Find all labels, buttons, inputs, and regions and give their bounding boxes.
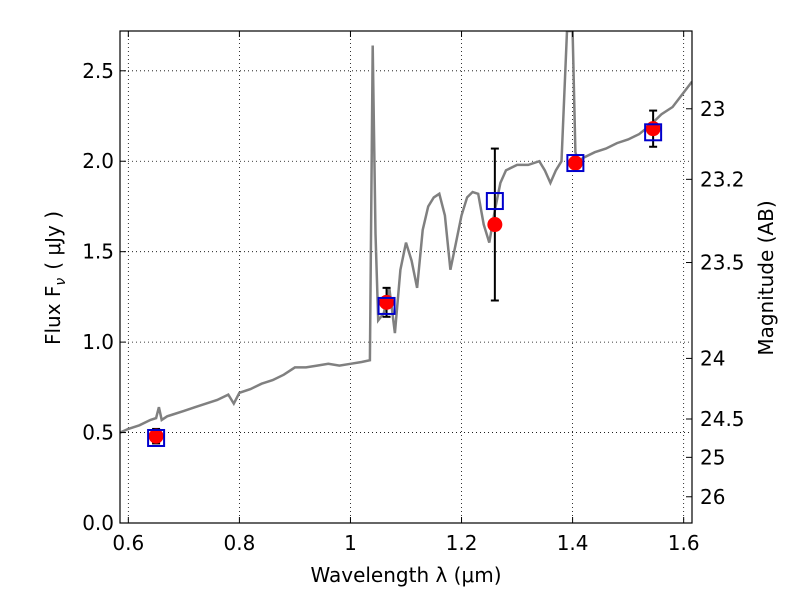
- x-tick-label: 1: [344, 531, 357, 555]
- y2-tick-label: 23.2: [700, 167, 745, 191]
- plot-frame: [119, 30, 693, 524]
- y-axis-label-sub: ν: [53, 278, 69, 286]
- y-tick-label: 0.0: [82, 511, 114, 535]
- x-tick-label: 1.2: [446, 531, 478, 555]
- y2-tick-label: 24.5: [700, 407, 745, 431]
- y2-tick-label: 23.5: [700, 251, 745, 275]
- y-axis-label-units: ( μJy ): [41, 211, 65, 270]
- observed-point: [567, 155, 583, 171]
- model-photometry-point: [644, 123, 663, 142]
- model-photometry-point: [377, 296, 396, 315]
- y-axis-label-main: Flux F: [41, 286, 65, 345]
- y-tick-label: 2.5: [82, 59, 114, 83]
- y-tick-label: 0.5: [82, 421, 114, 445]
- x-tick-label: 0.8: [223, 531, 255, 555]
- x-tick-label: 0.6: [112, 531, 144, 555]
- y-tick-label: 1.5: [82, 240, 114, 264]
- y2-tick-label: 24: [700, 346, 725, 370]
- observed-point: [148, 428, 164, 444]
- y-tick-label: 2.0: [82, 149, 114, 173]
- tick-layer: 0.6 0.8 1 1.2 1.4 1.6 0.0 0.5 1.0 1.5 2.0 2.5 23 23.2…: [82, 31, 745, 555]
- grid: [120, 31, 692, 524]
- y2-axis-label: Magnitude (AB): [754, 200, 778, 355]
- x-tick-label: 1.6: [668, 531, 700, 555]
- y-tick-label: 1.0: [82, 330, 114, 354]
- model-photometry-point: [485, 192, 504, 211]
- x-tick-label: 1.4: [557, 531, 589, 555]
- model-photometry-point: [147, 428, 166, 447]
- y2-tick-label: 23: [700, 97, 725, 121]
- observed-point: [487, 217, 503, 233]
- marker-layer: [147, 121, 663, 447]
- x-axis-label: Wavelength λ (μm): [310, 563, 501, 587]
- y2-tick-label: 25: [700, 445, 725, 469]
- spectrum-line: [120, 31, 692, 434]
- y-axis-label: Flux Fν ( μJy ): [41, 211, 69, 345]
- model-photometry-point: [566, 154, 585, 173]
- spectrum-layer: [120, 31, 692, 434]
- y2-tick-label: 26: [700, 485, 725, 509]
